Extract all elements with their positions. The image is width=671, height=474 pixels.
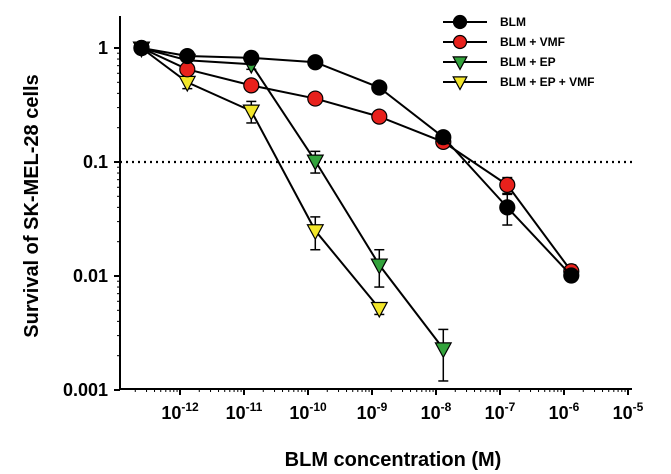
legend-marker-blm	[452, 14, 468, 30]
x-axis-title: BLM concentration (M)	[285, 449, 502, 471]
series-blm-ep-vmf	[132, 41, 389, 319]
y-tick-label: 0.01	[73, 266, 108, 286]
data-point-blm	[371, 79, 388, 96]
x-tick-label: 10-7	[485, 400, 516, 423]
y-axis-title: Survival of SK-MEL-28 cells	[21, 74, 43, 337]
legend-label-blm-ep: BLM + EP	[500, 55, 556, 69]
data-point-blm-vmf	[307, 90, 324, 107]
data-point-blm-ep-vmf	[370, 301, 389, 319]
axes	[119, 16, 632, 390]
legend-label-blm-vmf: BLM + VMF	[500, 35, 565, 49]
legend-marker-blm-vmf	[452, 34, 468, 50]
data-point-blm-ep-vmf	[306, 224, 325, 241]
data-point-blm	[563, 267, 580, 284]
legend: BLM BLM + VMF BLM + EP BLM + EP + VMF	[443, 14, 594, 91]
x-tick-label: 10-9	[357, 400, 388, 423]
x-tick-label: 10-10	[289, 400, 327, 423]
data-point-blm	[133, 39, 150, 57]
x-tick-label: 10-12	[161, 400, 199, 423]
y-tick-label: 0.001	[63, 380, 108, 400]
data-point-blm	[499, 199, 516, 216]
series-line-blm	[141, 47, 573, 277]
y-tick-layer: 1 0.1 0.01 0.001	[63, 38, 120, 400]
data-point-blm-vmf	[243, 77, 260, 94]
legend-marker-blm-ep-vmf	[452, 76, 468, 91]
series-layer	[132, 39, 580, 382]
data-point-blm	[243, 49, 260, 66]
data-point-blm	[179, 47, 196, 65]
legend-label-blm-ep-vmf: BLM + EP + VMF	[500, 75, 594, 89]
data-point-blm-ep	[370, 258, 389, 275]
data-point-blm	[435, 129, 452, 146]
legend-marker-blm-ep	[452, 56, 468, 71]
x-tick-label: 10-5	[613, 400, 644, 423]
x-tick-layer: 10-12 10-11 10-10 10-9 10-8 10-7 10-6 10-5	[134, 389, 644, 423]
data-point-blm-ep	[434, 342, 453, 359]
data-point-blm-vmf	[371, 108, 388, 125]
data-point-blm-ep-vmf	[242, 104, 261, 121]
x-tick-label: 10-6	[549, 400, 580, 423]
data-point-blm-ep	[306, 154, 325, 171]
legend-label-blm: BLM	[500, 15, 526, 29]
data-point-blm	[307, 54, 324, 71]
x-tick-label: 10-11	[226, 400, 263, 423]
x-tick-label: 10-8	[421, 400, 452, 423]
y-tick-label: 1	[98, 38, 108, 58]
data-point-blm-vmf	[499, 176, 516, 193]
series-blm	[133, 39, 580, 284]
y-tick-label: 0.1	[83, 152, 108, 172]
series-line-blm-vmf	[141, 47, 573, 272]
